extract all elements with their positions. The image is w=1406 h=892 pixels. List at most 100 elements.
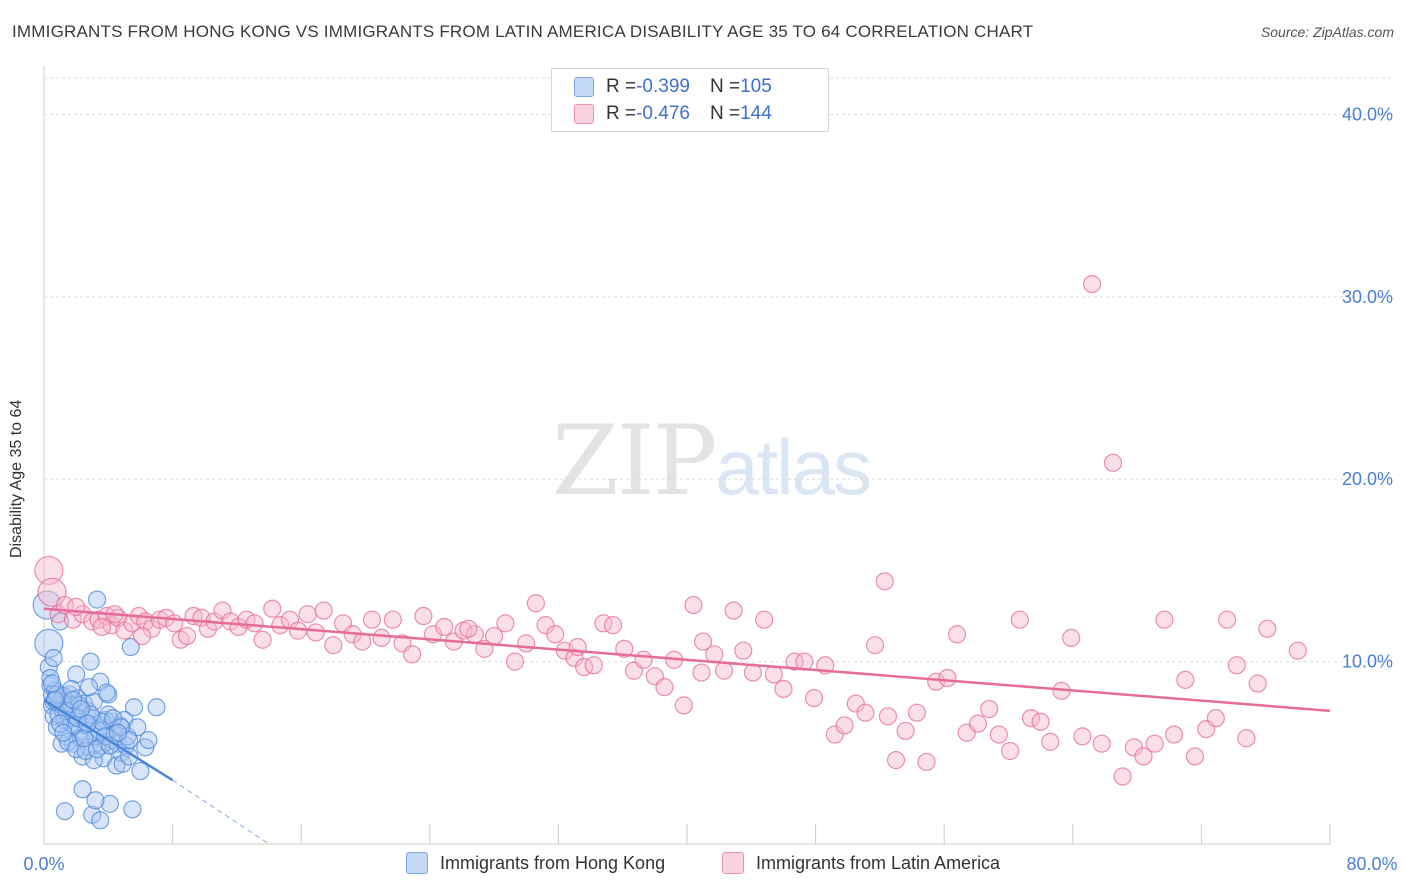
point-latin-america — [968, 714, 988, 733]
point-hong-kong — [147, 698, 166, 717]
point-latin-america — [403, 645, 422, 664]
point-latin-america — [825, 725, 844, 744]
point-latin-america — [1155, 610, 1174, 629]
point-latin-america — [1001, 741, 1020, 761]
point-latin-america — [989, 725, 1008, 744]
point-latin-america — [724, 601, 743, 620]
point-latin-america — [565, 648, 584, 668]
point-hong-kong — [121, 637, 140, 657]
watermark-zip: ZIP — [552, 405, 717, 517]
trend-lines — [43, 607, 1331, 845]
point-latin-america — [886, 751, 906, 770]
legend-swatch-hong-kong — [574, 77, 594, 97]
point-latin-america — [693, 632, 713, 651]
point-latin-america — [568, 637, 587, 657]
point-latin-america — [846, 694, 865, 713]
point-hong-kong — [123, 800, 142, 819]
legend-label-latin-america: Immigrants from Latin America — [756, 852, 1001, 873]
legend-r-value: -0.399 — [636, 76, 690, 97]
point-latin-america — [459, 619, 478, 638]
legend-r-label: R = — [606, 76, 637, 97]
point-hong-kong — [79, 678, 99, 697]
y-tick-label: 30.0% — [1342, 287, 1393, 307]
point-latin-america — [1218, 610, 1237, 629]
point-hong-kong — [73, 780, 92, 799]
point-latin-america — [1073, 727, 1092, 746]
point-latin-america — [1134, 747, 1153, 766]
point-latin-america — [435, 617, 454, 637]
tick-labels: 10.0% 20.0% 30.0% 40.0% 0.0% 80.0% — [23, 104, 1397, 874]
point-latin-america — [505, 652, 525, 671]
legend-n-value: 105 — [740, 76, 772, 97]
point-latin-america — [1031, 712, 1050, 731]
point-latin-america — [1206, 709, 1225, 728]
legend-swatch-latin-america — [574, 104, 594, 124]
watermark-atlas: atlas — [715, 423, 872, 511]
point-hong-kong — [131, 761, 150, 781]
point-latin-america — [938, 668, 957, 688]
point-latin-america — [764, 665, 783, 684]
legend-item-hong-kong: Immigrants from Hong Kong — [406, 852, 665, 874]
point-latin-america — [324, 636, 343, 655]
point-latin-america — [414, 606, 433, 626]
legend-swatch-latin-america — [722, 852, 744, 874]
point-hong-kong — [34, 628, 64, 658]
x-tick-label-max: 80.0% — [1346, 854, 1397, 874]
watermark: ZIPatlas — [552, 405, 872, 517]
point-latin-america — [1258, 619, 1277, 638]
point-latin-america — [878, 707, 898, 726]
legend-r-value: -0.476 — [636, 103, 690, 124]
legend-label-hong-kong: Immigrants from Hong Kong — [440, 852, 666, 873]
point-latin-america — [1082, 274, 1102, 294]
stats-legend: R = -0.399 N = 105 R = -0.476 N = 144 — [551, 68, 829, 132]
point-hong-kong — [124, 698, 144, 717]
y-axis-label: Disability Age 35 to 64 — [8, 399, 25, 558]
point-latin-america — [1021, 709, 1041, 728]
point-latin-america — [785, 652, 804, 671]
point-latin-america — [896, 721, 915, 741]
legend-row-latin-america: R = -0.476 N = 144 — [574, 103, 772, 125]
point-latin-america — [917, 752, 936, 772]
point-latin-america — [835, 716, 854, 735]
point-latin-america — [1288, 641, 1307, 660]
point-latin-america — [804, 688, 824, 708]
point-latin-america — [92, 617, 111, 637]
point-latin-america — [1010, 610, 1029, 629]
point-latin-america — [271, 616, 290, 635]
y-tick-label: 40.0% — [1342, 104, 1393, 124]
point-latin-america — [584, 656, 603, 675]
point-hong-kong — [120, 730, 139, 750]
point-hong-kong — [75, 729, 94, 748]
point-latin-america — [1237, 729, 1256, 748]
y-tick-label: 10.0% — [1342, 652, 1393, 672]
point-latin-america — [1145, 734, 1164, 753]
trend-line-latin-america — [43, 607, 1331, 713]
grid-lines — [44, 77, 1392, 663]
point-latin-america — [298, 605, 317, 624]
point-latin-america — [177, 626, 197, 646]
point-hong-kong — [86, 791, 105, 810]
point-hong-kong — [73, 747, 92, 766]
point-latin-america — [774, 679, 793, 699]
legend-n-value: 144 — [740, 103, 772, 124]
point-hong-kong — [92, 712, 111, 731]
point-latin-america — [1248, 674, 1267, 693]
point-latin-america — [734, 641, 753, 660]
point-latin-america — [314, 601, 333, 620]
point-latin-america — [1185, 747, 1205, 766]
chart-title: IMMIGRANTS FROM HONG KONG VS IMMIGRANTS … — [12, 22, 1034, 41]
x-tick-label-min: 0.0% — [23, 854, 64, 874]
point-latin-america — [947, 625, 967, 644]
point-latin-america — [383, 610, 402, 629]
point-latin-america — [1041, 732, 1060, 751]
y-tick-label: 20.0% — [1342, 469, 1393, 489]
point-latin-america — [1176, 670, 1195, 689]
point-latin-america — [875, 572, 894, 591]
legend-n-label: N = — [709, 103, 741, 124]
point-latin-america — [714, 661, 734, 680]
point-latin-america — [132, 626, 152, 646]
point-latin-america — [306, 623, 325, 642]
point-hong-kong — [97, 683, 116, 702]
point-latin-america — [245, 614, 264, 633]
point-latin-america — [634, 650, 653, 669]
